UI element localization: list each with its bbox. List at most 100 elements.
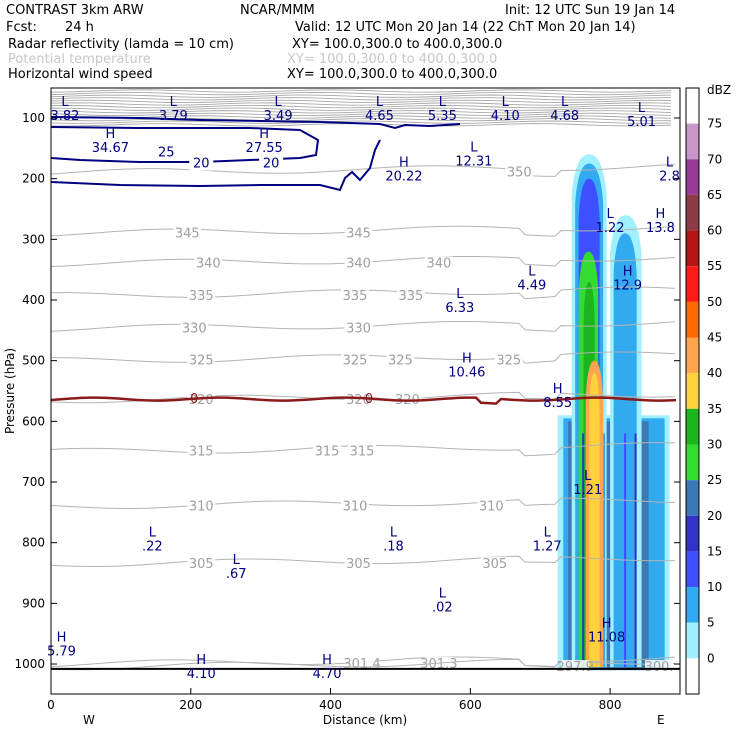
theta-contour-label: 325	[388, 354, 413, 369]
wind-contours: 25 20 20	[50, 116, 461, 192]
extremum-value: 11.08	[588, 631, 625, 646]
theta-band-line	[50, 99, 672, 104]
colorbar-frame	[685, 87, 700, 695]
theta-contour-label: 345	[175, 226, 200, 241]
extremum-value: .02	[432, 600, 453, 615]
theta-contour-label: 310	[343, 499, 368, 514]
colorbar-segment	[686, 266, 699, 302]
low-marker: L	[275, 95, 283, 110]
colorbar-tick-label: 5	[707, 616, 715, 630]
freezing-level-label: 0	[190, 392, 198, 407]
high-marker: H	[462, 352, 472, 367]
high-marker: H	[602, 617, 612, 632]
extremum-value: 4.68	[550, 109, 579, 124]
low-marker: L	[544, 526, 552, 541]
wind-contour-line	[50, 126, 320, 163]
theta-contour-label: 350	[507, 166, 532, 181]
theta-label-bg	[348, 444, 377, 459]
extremum-value: 12.31	[455, 154, 492, 169]
high-marker: H	[553, 382, 563, 397]
field-xy-reflectivity: XY= 100.0,300.0 to 400.0,300.0	[292, 37, 502, 52]
wind-contour-line	[50, 139, 381, 192]
x-tick-label: 200	[179, 698, 202, 712]
y-tick-label: 100	[22, 111, 45, 125]
colorbar-tick-label: 20	[707, 509, 722, 523]
theta-band-line	[50, 120, 672, 124]
reflectivity-streak	[582, 433, 585, 668]
theta-label-bg	[561, 660, 590, 675]
low-marker: L	[456, 287, 464, 302]
colorbar-tick-label: 70	[707, 152, 722, 166]
theta-contour-label: 325	[496, 354, 521, 369]
y-tick-label: 900	[22, 596, 45, 610]
colorbar-segment	[686, 301, 699, 338]
theta-contour-label: 315	[315, 445, 340, 460]
low-marker: L	[584, 469, 592, 484]
theta-contour-label: 305	[482, 557, 507, 572]
org-label: NCAR/MMM	[240, 3, 315, 18]
reflectivity-streak	[624, 433, 627, 668]
high-marker: H	[656, 207, 666, 222]
theta-label-bg	[187, 444, 216, 459]
extremum-value: 4.70	[313, 667, 342, 682]
low-marker: L	[233, 553, 241, 568]
extremum-value: 2.8	[659, 170, 680, 185]
extremum-value: 1.27	[533, 540, 562, 555]
theta-label-bg	[187, 556, 216, 571]
theta-label-bg	[194, 256, 223, 271]
theta-band-line	[50, 107, 672, 111]
plot-area: 350 345 345 340 340 340 335 335 335 330 330 325 325 3…	[14, 87, 681, 712]
theta-label-bg	[494, 353, 523, 368]
extremum-value: 20.22	[385, 170, 422, 185]
colorbar-segment	[686, 88, 699, 124]
freezing-level-label: 0	[365, 392, 373, 407]
theta-contour-label: 340	[196, 257, 221, 272]
x-axis-label: Distance (km)	[323, 713, 407, 727]
theta-label-bg	[348, 657, 377, 672]
theta-band-line	[50, 117, 672, 122]
theta-contour-line	[50, 163, 676, 177]
extremum-value: 4.49	[517, 279, 546, 294]
theta-label-bg	[480, 556, 509, 571]
y-tick-label: 500	[22, 354, 45, 368]
wind-contour-label: 25	[158, 146, 175, 161]
field-name-wind: Horizontal wind speed	[8, 67, 153, 82]
colorbar-tick-label: 30	[707, 437, 722, 451]
extremum-value: 27.55	[246, 141, 283, 156]
low-marker: L	[528, 265, 536, 280]
colorbar-segment	[686, 480, 699, 516]
freezing-level-contour	[50, 396, 677, 405]
theta-label-bg	[187, 288, 216, 303]
theta-label-bg	[645, 660, 674, 675]
extremum-value: 6.33	[445, 301, 474, 316]
colorbar-tick-label: 50	[707, 295, 722, 309]
theta-contour-label: 330	[182, 322, 207, 337]
theta-contour-label: 325	[343, 354, 368, 369]
reflectivity-tower	[589, 372, 600, 668]
theta-label-bg	[477, 499, 506, 514]
theta-label-bg	[341, 353, 370, 368]
low-marker: L	[376, 95, 384, 110]
wind-label-bg	[259, 156, 284, 171]
theta-band-line	[50, 104, 672, 109]
extremum-value: 4.10	[187, 667, 216, 682]
wind-label-bg	[154, 145, 179, 160]
extremum-value: 3.79	[159, 109, 188, 124]
theta-contour-label: 345	[346, 226, 371, 241]
colorbar-segment	[686, 622, 699, 659]
extremum-value: 10.46	[448, 366, 485, 381]
high-marker: H	[106, 127, 116, 142]
x-axis-ticks: 0 200 400 600 800	[47, 688, 622, 712]
low-marker: L	[170, 95, 178, 110]
x-tick-label: 0	[47, 698, 55, 712]
wind-contour-label: 20	[193, 157, 210, 172]
colorbar-segment	[686, 337, 699, 374]
theta-label-bg	[344, 256, 373, 271]
field-name-theta: Potential temperature	[8, 52, 151, 67]
theta-contour-label: 310	[189, 499, 214, 514]
theta-contour-label: 305	[346, 557, 371, 572]
theta-band-line	[50, 112, 672, 117]
